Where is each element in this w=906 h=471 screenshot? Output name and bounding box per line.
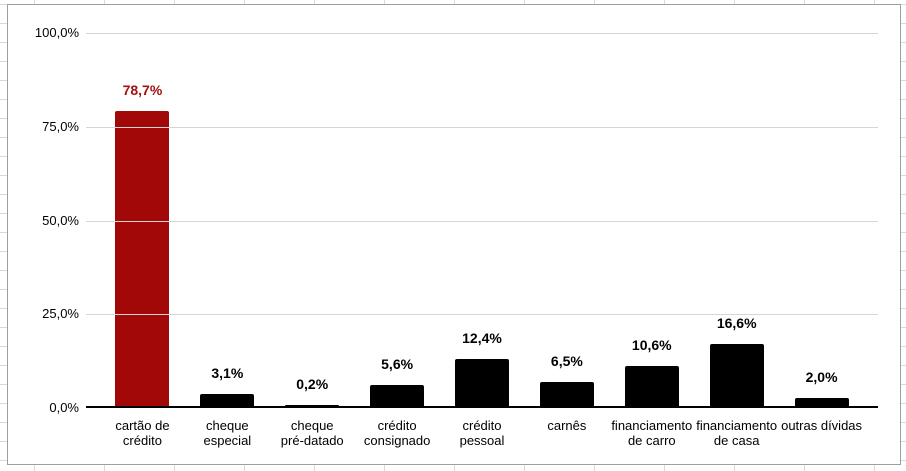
bar-cartao-de-credito[interactable] [115, 111, 170, 406]
gridline [86, 314, 878, 316]
y-axis: 100,0% 75,0% 50,0% 25,0% 0,0% [8, 5, 79, 464]
category-label-line: crédito [122, 433, 162, 448]
x-axis-category-labels: cartão de crédito cheque especial cheque pré-… [100, 410, 864, 448]
category-label: financiamento de casa [694, 418, 779, 448]
bar-outras-dividas[interactable] [794, 398, 849, 406]
category-label: financiamento de carro [609, 418, 694, 448]
value-label: 10,6% [631, 337, 672, 353]
value-label: 3,1% [211, 365, 244, 381]
category-label: carnês [524, 418, 609, 433]
category-label: crédito pessoal [440, 418, 525, 448]
value-label: 12,4% [462, 330, 502, 346]
bar-slot: 78,7% [100, 33, 185, 406]
y-axis-tick-label: 50,0% [42, 212, 79, 228]
y-axis-tick-label: 25,0% [42, 306, 79, 322]
category-label-line: carnês [547, 418, 587, 433]
bar-series: 78,7% 3,1% 0,2% 5,6% 12,4% 6,5% 10,6% 16,6% 2,0% [100, 33, 864, 406]
bar-credito-consignado[interactable] [370, 385, 425, 406]
bar-carnes[interactable] [539, 382, 594, 406]
category-label: cheque especial [185, 418, 270, 448]
value-label: 0,2% [296, 376, 329, 392]
category-label-line: consignado [363, 433, 431, 448]
value-label: 16,6% [716, 315, 757, 331]
category-label-line: especial [203, 433, 252, 448]
category-label-line: cheque [290, 418, 334, 433]
bar-slot: 6,5% [524, 33, 609, 406]
category-label-line: outras dívidas [781, 418, 863, 433]
category-label-line: pré-datado [280, 433, 344, 448]
category-label-line: pessoal [459, 433, 505, 448]
category-label-line: cartão de [115, 418, 170, 433]
category-label-line: de carro [627, 433, 676, 448]
bar-slot: 16,6% [694, 33, 779, 406]
value-label: 78,7% [122, 82, 163, 98]
gridline [86, 220, 878, 222]
value-label: 5,6% [381, 356, 414, 372]
category-label-line: cheque [206, 418, 249, 433]
bar-slot: 3,1% [185, 33, 270, 406]
plot-area: 78,7% 3,1% 0,2% 5,6% 12,4% 6,5% 10,6% 16,6% 2,0% [86, 33, 878, 408]
bar-slot: 0,2% [270, 33, 355, 406]
category-label-line: crédito [377, 418, 417, 433]
bar-slot: 5,6% [355, 33, 440, 406]
chart-object[interactable]: 100,0% 75,0% 50,0% 25,0% 0,0% 78,7% 3,1% 0,2% 5… [7, 4, 901, 465]
bar-financiamento-de-carro[interactable] [624, 366, 679, 406]
category-label: crédito consignado [355, 418, 440, 448]
category-label: cheque pré-datado [270, 418, 355, 448]
gridline [86, 33, 878, 34]
category-label-line: financiamento [696, 418, 778, 433]
y-axis-tick-label: 75,0% [42, 118, 79, 134]
y-axis-tick-label: 100,0% [34, 25, 79, 40]
category-label-line: crédito [462, 418, 502, 433]
category-label-line: de casa [713, 433, 760, 448]
value-label: 2,0% [805, 369, 838, 385]
value-label: 6,5% [550, 353, 583, 369]
category-label-line: financiamento [611, 418, 693, 433]
gridline [86, 126, 878, 128]
bar-slot: 10,6% [609, 33, 694, 406]
bar-credito-pessoal[interactable] [455, 359, 509, 406]
category-label: cartão de crédito [100, 418, 185, 448]
bar-financiamento-de-casa[interactable] [709, 344, 764, 406]
category-label: outras dívidas [779, 418, 864, 433]
bar-cheque-pre-datado[interactable] [285, 405, 340, 406]
bar-cheque-especial[interactable] [200, 394, 255, 406]
y-axis-tick-label: 0,0% [49, 400, 79, 415]
bar-slot: 12,4% [440, 33, 525, 406]
bar-slot: 2,0% [779, 33, 864, 406]
